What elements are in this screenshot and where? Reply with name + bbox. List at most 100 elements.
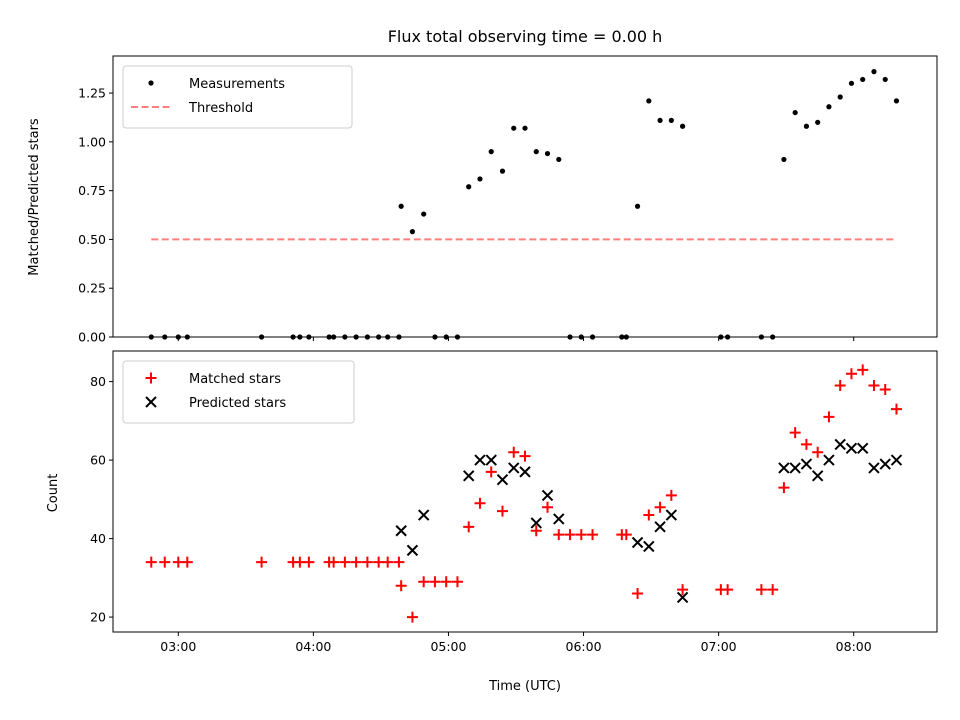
predicted-star-point — [508, 462, 520, 474]
legend: Matched stars Predicted stars — [122, 360, 355, 424]
y-tick-label: 80 — [90, 374, 106, 389]
x-tick-label: 05:00 — [430, 639, 466, 654]
legend-box — [122, 65, 353, 129]
measurement-point — [342, 334, 348, 340]
measurement-point — [398, 203, 404, 209]
matched-star-point — [339, 556, 351, 568]
measurement-point — [443, 334, 449, 340]
predicted-star-point — [879, 458, 891, 470]
measurement-point — [511, 125, 517, 131]
matched-star-point — [382, 556, 394, 568]
matched-star-point — [145, 556, 157, 568]
predicted-star-point — [519, 466, 531, 478]
measurement-point — [488, 149, 494, 155]
measurement-point — [815, 119, 821, 125]
predicted-star-point — [789, 462, 801, 474]
axes-frame — [112, 350, 938, 633]
matched-star-point — [677, 584, 689, 596]
y-tick-label: 40 — [90, 531, 106, 546]
measurement-point — [657, 117, 663, 123]
measurement-point — [175, 334, 181, 340]
predicted-star-point — [631, 536, 644, 549]
predicted-star-point — [530, 517, 542, 529]
predicted-star-point — [665, 509, 678, 521]
x-tick-label: 03:00 — [160, 639, 196, 654]
matched-star-point — [328, 556, 340, 568]
predicted-star-point — [474, 454, 486, 466]
matched-star-point — [643, 509, 655, 521]
measurement-point — [758, 334, 764, 340]
measurement-point — [409, 229, 416, 235]
legend-label: Predicted stars — [189, 396, 286, 411]
legend-label: Threshold — [188, 101, 253, 116]
y-tick-label: 0.75 — [78, 183, 106, 198]
legend-box — [122, 360, 355, 424]
matched-star-point — [632, 588, 644, 600]
top-y-axis-label: Matched/Predicted stars — [27, 118, 42, 276]
measurement-point — [290, 334, 296, 340]
measurement-point — [499, 168, 506, 174]
predicted-star-point — [395, 525, 407, 537]
predicted-star-point — [890, 454, 903, 466]
y-tick-label: 1.25 — [78, 86, 106, 101]
chart-title: Flux total observing time = 0.00 h — [388, 27, 663, 46]
axes-frame — [112, 55, 938, 338]
measurement-point — [454, 334, 461, 340]
measurement-point — [432, 334, 438, 340]
matched-star-point — [575, 529, 587, 541]
matched-star-point — [303, 556, 315, 568]
measurement-point — [646, 98, 652, 104]
y-tick-label: 20 — [90, 610, 106, 625]
predicted-star-point — [145, 396, 157, 408]
legend-label: Measurements — [189, 77, 285, 92]
predicted-star-point — [485, 454, 497, 466]
measurement-point — [522, 125, 528, 131]
x-tick-label: 04:00 — [295, 639, 331, 654]
measurement-point — [477, 176, 483, 182]
predicted-star-point — [811, 470, 824, 482]
matched-star-point — [395, 580, 407, 592]
measurement-point — [306, 334, 312, 340]
measurement-point — [258, 334, 265, 340]
measurement-point — [781, 156, 787, 163]
matched-star-point — [767, 584, 779, 596]
predicted-star-point — [553, 513, 565, 525]
predicted-star-point — [541, 489, 554, 502]
matched-star-point — [418, 576, 430, 588]
measurement-point — [679, 123, 686, 129]
measurement-point — [148, 80, 154, 86]
matched-star-point — [890, 403, 902, 415]
matched-star-point — [857, 364, 869, 376]
predicted-star-point — [417, 509, 430, 521]
measurement-point — [792, 109, 798, 116]
measurement-point — [826, 104, 832, 110]
matched-star-point — [350, 556, 362, 568]
matched-star-point — [812, 446, 824, 458]
measurement-point — [385, 334, 391, 340]
matched-star-point — [485, 466, 497, 478]
x-tick-label: 07:00 — [701, 639, 737, 654]
matched-star-point — [361, 556, 373, 568]
legend: Measurements Threshold — [122, 65, 353, 129]
bottom-axes: 20 40 60 80 03:00 04:00 05:00 06:00 07:00 08:00 Ma… — [90, 350, 938, 654]
top-axes: 0.00 0.25 0.50 0.75 1.00 1.25 Measurements Thre… — [78, 55, 938, 345]
y-tick-label: 1.00 — [78, 134, 106, 149]
measurement-point — [871, 69, 877, 75]
measurement-point — [331, 334, 337, 340]
predicted-star-point — [856, 442, 869, 455]
matched-star-point — [654, 501, 666, 513]
matched-star-point — [145, 372, 157, 384]
measurement-point — [353, 334, 359, 340]
matched-star-point — [406, 611, 418, 623]
matched-star-point — [834, 380, 846, 392]
matched-star-point — [665, 489, 677, 501]
measurement-point — [364, 334, 371, 340]
measurement-point — [297, 334, 303, 340]
predicted-star-point — [463, 470, 475, 482]
matched-star-point — [868, 380, 880, 392]
matched-star-point — [722, 584, 734, 596]
predicted-star-point — [868, 462, 880, 474]
matched-star-point — [440, 576, 452, 588]
plot-area — [145, 364, 903, 623]
